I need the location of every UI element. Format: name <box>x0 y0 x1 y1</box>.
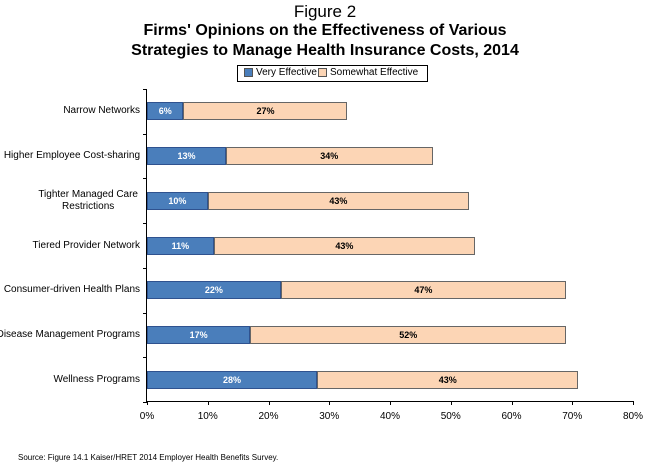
x-tick-label: 50% <box>440 411 461 422</box>
legend-item-somewhat: Somewhat Effective <box>318 67 418 78</box>
data-label-very: 22% <box>204 285 223 296</box>
y-tick-mark <box>143 357 147 359</box>
bar-very-effective: 28% <box>147 370 318 389</box>
data-label-very: 6% <box>158 106 172 117</box>
category-label: Disease Management Programs <box>0 328 140 340</box>
bar-somewhat-effective: 43% <box>317 370 579 389</box>
category-label: Tighter Managed Care Restrictions <box>38 188 138 212</box>
x-tick-mark <box>450 401 452 405</box>
data-label-very: 28% <box>223 374 242 385</box>
source-note: Source: Figure 14.1 Kaiser/HRET 2014 Emp… <box>18 453 279 462</box>
x-tick-mark <box>633 401 634 405</box>
bar-somewhat-effective: 47% <box>280 281 567 300</box>
x-tick-label: 40% <box>379 411 401 422</box>
bar-somewhat-effective: 34% <box>225 147 433 166</box>
x-tick-mark <box>572 401 574 405</box>
data-label-somewhat: 43% <box>335 240 354 251</box>
bar-very-effective: 17% <box>147 325 251 344</box>
x-tick-label: 80% <box>622 411 644 422</box>
x-tick-mark <box>268 401 270 405</box>
data-label-somewhat: 27% <box>256 106 275 117</box>
legend-swatch-very <box>244 68 253 77</box>
chart-title: Firms' Opinions on the Effectiveness of … <box>0 21 650 61</box>
x-tick-label: 70% <box>562 411 583 422</box>
figure-label: Figure 2 <box>293 2 357 21</box>
x-tick-mark <box>207 401 209 405</box>
data-label-very: 17% <box>189 329 208 340</box>
data-label-very: 13% <box>177 151 196 162</box>
x-tick-mark <box>147 401 148 405</box>
x-tick-label: 60% <box>501 411 522 422</box>
y-tick-mark <box>143 312 147 314</box>
y-tick-mark <box>143 223 147 225</box>
bar-somewhat-effective: 43% <box>213 236 476 255</box>
title-line-2: Strategies to Manage Health Insurance Co… <box>131 42 519 59</box>
data-label-somewhat: 34% <box>320 151 339 162</box>
y-tick-mark <box>143 267 147 269</box>
legend-label-somewhat: Somewhat Effective <box>330 67 419 78</box>
data-label-very: 10% <box>168 195 187 206</box>
bar-very-effective: 6% <box>147 102 184 121</box>
x-tick-mark <box>329 401 331 405</box>
y-tick-mark <box>143 89 147 90</box>
plot-area <box>146 89 633 402</box>
category-label: Wellness Programs <box>53 373 140 385</box>
bar-very-effective: 22% <box>147 281 281 300</box>
data-label-somewhat: 43% <box>329 195 348 206</box>
bar-somewhat-effective: 52% <box>250 325 567 344</box>
data-label-somewhat: 47% <box>414 285 433 296</box>
x-tick-label: 10% <box>197 411 218 422</box>
x-tick-mark <box>511 401 513 405</box>
x-tick-label: 20% <box>258 411 279 422</box>
legend: Very Effective Somewhat Effective <box>237 65 428 82</box>
category-label: Tiered Provider Network <box>32 239 140 251</box>
data-label-very: 11% <box>171 240 190 251</box>
bar-very-effective: 13% <box>147 147 226 166</box>
category-label: Narrow Networks <box>63 105 140 117</box>
data-label-somewhat: 43% <box>438 374 457 385</box>
x-tick-label: 30% <box>319 411 340 422</box>
bar-somewhat-effective: 27% <box>183 102 348 121</box>
y-tick-mark <box>143 402 147 403</box>
data-label-somewhat: 52% <box>399 329 418 340</box>
legend-item-very: Very Effective <box>244 67 317 78</box>
y-tick-mark <box>143 178 147 180</box>
bar-very-effective: 11% <box>147 236 214 255</box>
bar-somewhat-effective: 43% <box>207 191 469 210</box>
category-label: Consumer-driven Health Plans <box>3 284 140 296</box>
title-line-1: Firms' Opinions on the Effectiveness of … <box>143 22 507 39</box>
y-tick-mark <box>143 133 147 135</box>
x-tick-mark <box>390 401 391 405</box>
category-label: Higher Employee Cost-sharing <box>3 150 140 162</box>
x-tick-label: 0% <box>139 411 155 422</box>
legend-label-very: Very Effective <box>256 67 317 78</box>
bar-very-effective: 10% <box>147 191 208 210</box>
legend-swatch-somewhat <box>318 68 327 77</box>
